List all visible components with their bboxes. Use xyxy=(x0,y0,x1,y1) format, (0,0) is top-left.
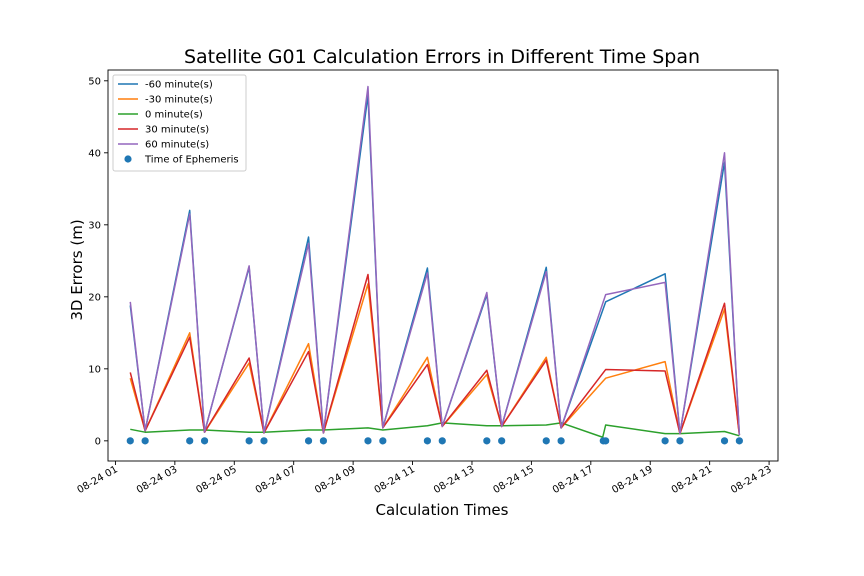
legend-label-4: 60 minute(s) xyxy=(145,140,209,151)
x-tick-label: 08-24 07 xyxy=(254,464,298,496)
x-tick-label: 08-24 03 xyxy=(135,464,179,496)
series-line-3 xyxy=(129,273,741,436)
x-tick-label: 08-24 15 xyxy=(491,464,535,496)
plot-frame xyxy=(107,69,779,462)
ephemeris-point xyxy=(319,437,328,445)
series-line-2 xyxy=(130,422,740,438)
legend-label-1: -30 minute(s) xyxy=(145,95,213,106)
x-tick-label: 08-24 11 xyxy=(373,464,417,496)
ephemeris-point xyxy=(379,437,387,445)
y-tick-label: 10 xyxy=(88,364,101,375)
ephemeris-point xyxy=(602,437,610,445)
legend-label-3: 30 minute(s) xyxy=(145,125,209,136)
chart-title: Satellite G01 Calculation Errors in Diff… xyxy=(184,46,700,68)
y-tick-label: 0 xyxy=(95,436,101,447)
x-tick-label: 08-24 01 xyxy=(75,464,119,496)
x-tick-label: 08-24 21 xyxy=(670,464,714,496)
series-line-4 xyxy=(129,85,741,436)
y-tick-label: 30 xyxy=(88,220,101,231)
legend-label-0: -60 minute(s) xyxy=(145,80,213,91)
ephemeris-point xyxy=(661,437,669,445)
plot-area xyxy=(126,85,743,445)
series-line-1 xyxy=(129,283,741,436)
y-tick-label: 20 xyxy=(88,292,101,303)
ephemeris-point xyxy=(260,437,268,445)
ephemeris-point xyxy=(720,437,729,445)
x-tick-label: 08-24 13 xyxy=(432,464,476,496)
ephemeris-point xyxy=(676,437,684,445)
x-tick-label: 08-24 23 xyxy=(729,464,773,496)
ephemeris-point xyxy=(483,437,491,445)
x-tick-label: 08-24 19 xyxy=(610,464,654,496)
legend: -60 minute(s) -30 minute(s) 0 minute(s) 30 … xyxy=(112,74,247,172)
ephemeris-point xyxy=(141,437,149,445)
ephemeris-point xyxy=(126,437,134,445)
x-tick-label: 08-24 05 xyxy=(194,464,238,496)
ephemeris-point xyxy=(735,437,743,445)
ephemeris-point xyxy=(200,437,209,445)
y-tick-label: 40 xyxy=(88,148,101,159)
ephemeris-point xyxy=(557,437,565,445)
legend-label-2: 0 minute(s) xyxy=(145,110,203,121)
ephemeris-point xyxy=(245,437,253,445)
ephemeris-point xyxy=(438,437,446,445)
ephemeris-point xyxy=(186,437,194,445)
legend-box xyxy=(112,74,247,172)
y-tick-label: 50 xyxy=(88,76,101,87)
ephemeris-point xyxy=(542,437,550,445)
legend-label-ephemeris: Time of Ephemeris xyxy=(144,155,239,166)
x-tick-label: 08-24 17 xyxy=(551,464,595,496)
y-axis-title: 3D Errors (m) xyxy=(68,219,86,320)
x-axis-title: Calculation Times xyxy=(376,501,509,519)
legend-swatch-ephemeris xyxy=(124,155,132,163)
x-tick-label: 08-24 09 xyxy=(313,464,357,496)
ephemeris-point xyxy=(498,437,506,445)
ephemeris-point xyxy=(423,437,431,445)
ephemeris-point xyxy=(364,437,372,445)
ephemeris-point xyxy=(304,437,313,445)
